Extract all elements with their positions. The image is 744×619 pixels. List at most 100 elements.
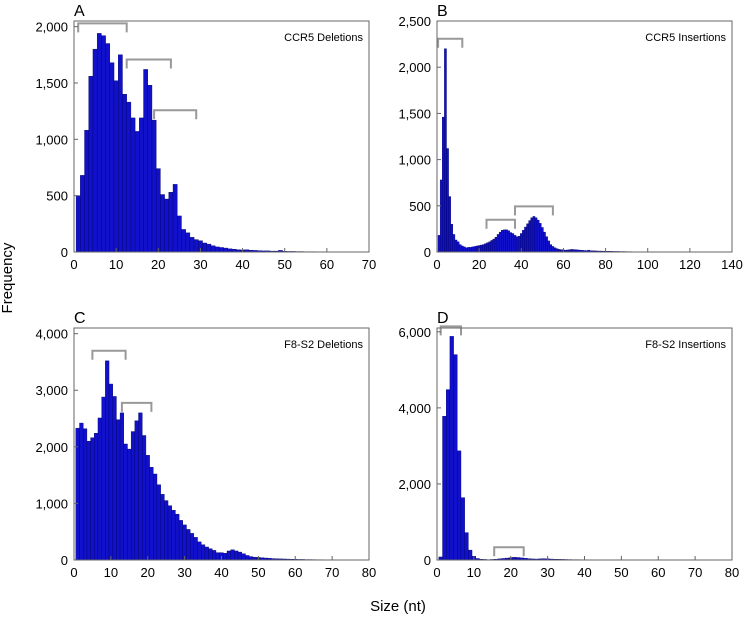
panel-c-x-tick-label: 10 (104, 565, 118, 580)
panel-c-x-tick-label: 80 (362, 565, 376, 580)
panel-c-bracket (120, 401, 153, 412)
panel-d-bar (453, 354, 458, 561)
panel-a-bar (88, 76, 94, 253)
panel-b-bracket (437, 37, 464, 48)
panel-b-bar (530, 217, 534, 253)
panel-a-x-tick-label: 50 (277, 257, 291, 272)
panel-a-bar (118, 54, 123, 253)
panel-b-bar (437, 235, 441, 253)
x-axis-label: Size (nt) (370, 598, 426, 615)
panel-a-y-tick-label: 500 (46, 189, 68, 204)
panel-d-x-tick-label: 10 (467, 565, 481, 580)
panel-a-bar (147, 85, 153, 253)
panel-c-title: F8-S2 Deletions (284, 339, 363, 351)
panel-b-bar (454, 239, 458, 253)
panel-c-y-tick-label: 1,000 (35, 496, 68, 511)
panel-b-x-tick-label: 40 (514, 257, 528, 272)
panel-a-bracket (77, 22, 128, 33)
panel-c-y-tick-label: 3,000 (35, 383, 68, 398)
panel-d-x-tick-label: 80 (725, 565, 739, 580)
panel-c-bar (134, 420, 139, 561)
panel-c-bracket (91, 349, 127, 360)
panel-a-bracket (125, 58, 172, 69)
panel-b-bar (536, 219, 540, 253)
panel-c-bar (164, 500, 169, 561)
panel-a-bar (101, 35, 106, 253)
panel-b-bar (446, 148, 449, 253)
panel-c-bar (94, 433, 99, 561)
panel-a-bar (105, 43, 111, 253)
panel-a-bar (189, 237, 195, 253)
panel-b-bar (461, 245, 464, 253)
panel-c-bar (123, 443, 128, 561)
panel-b-x-tick-label: 140 (721, 257, 743, 272)
panel-c-bar (178, 520, 183, 561)
panel-b-bar (452, 234, 456, 253)
panel-b-bar (505, 229, 508, 253)
panel-c-y-tick-label: 2,000 (35, 440, 68, 455)
panel-a-bar (126, 101, 132, 253)
panel-c-bar (145, 455, 150, 561)
panel-a-bar (122, 94, 127, 253)
panel-b-y-tick-label: 2,000 (398, 60, 431, 75)
panel-b-bar (501, 230, 504, 253)
panel-c-bar (171, 510, 176, 561)
panel-b-bar (480, 244, 483, 253)
panel-a-bar (139, 117, 144, 253)
panel-b-bar (515, 236, 519, 253)
panel-c-bar (75, 427, 80, 561)
panel-d-bracket (493, 546, 525, 557)
panel-a-bar (206, 243, 212, 253)
panel-a-x-tick-label: 20 (151, 257, 165, 272)
panel-d-letter: D (437, 310, 449, 327)
panel-c-bar (79, 422, 84, 561)
panel-b-y-tick-label: 0 (424, 245, 431, 260)
panel-d-bar (457, 450, 462, 561)
panel-a-x-tick-label: 30 (193, 257, 207, 272)
panel-d-frame (436, 327, 733, 561)
panel-a-bar (210, 245, 216, 253)
panel-a-bar (130, 117, 136, 253)
panel-b-bar (439, 179, 443, 253)
panel-b-bar (484, 243, 487, 253)
panel-b-bar (465, 247, 468, 253)
panel-b-bar (492, 238, 496, 253)
panel-a-bar (219, 247, 224, 253)
panel-c-bar (245, 555, 250, 561)
panel-b-bar (444, 48, 447, 253)
panel-a-bar (92, 48, 98, 253)
panel-c-bar (167, 505, 172, 561)
panel-c-y-tick-label: 0 (61, 553, 68, 568)
panel-d-x-tick-label: 40 (577, 565, 591, 580)
panel-c-bar (142, 435, 147, 561)
panel-b-bar (496, 234, 500, 253)
panel-a-bar (177, 215, 182, 253)
panel-a-bar (181, 229, 186, 253)
panel-b-bar (539, 223, 542, 253)
panel-c-bar (90, 437, 95, 561)
panel-c-bar (112, 396, 117, 561)
panel-c-bar (127, 448, 132, 561)
panel-b-bar (503, 229, 506, 253)
panel-b-bar (486, 242, 489, 253)
panel-c-x-tick-label: 40 (214, 565, 228, 580)
panel-b-bar (553, 247, 557, 253)
panel-d-title: F8-S2 Insertions (645, 339, 726, 351)
y-axis-label: Frequency (0, 242, 16, 313)
panel-a-frame (73, 20, 370, 253)
panel-d-bar (468, 549, 473, 561)
panel-b-bar (498, 231, 502, 253)
panel-a-bar (155, 168, 161, 253)
panel-a-bar (84, 130, 89, 253)
panel-c-x-tick-label: 70 (325, 565, 339, 580)
panel-c-x-tick-label: 50 (251, 565, 265, 580)
panel-c-bar (130, 431, 136, 561)
panel-a-y-tick-label: 1,000 (35, 132, 68, 147)
panel-c-bar (197, 541, 202, 561)
panel-d-x-tick-label: 30 (540, 565, 554, 580)
panel-a-bar (75, 195, 81, 253)
panel-d-bar (460, 497, 465, 561)
panel-c-bar (153, 473, 158, 561)
panel-b-x-tick-label: 120 (679, 257, 701, 272)
